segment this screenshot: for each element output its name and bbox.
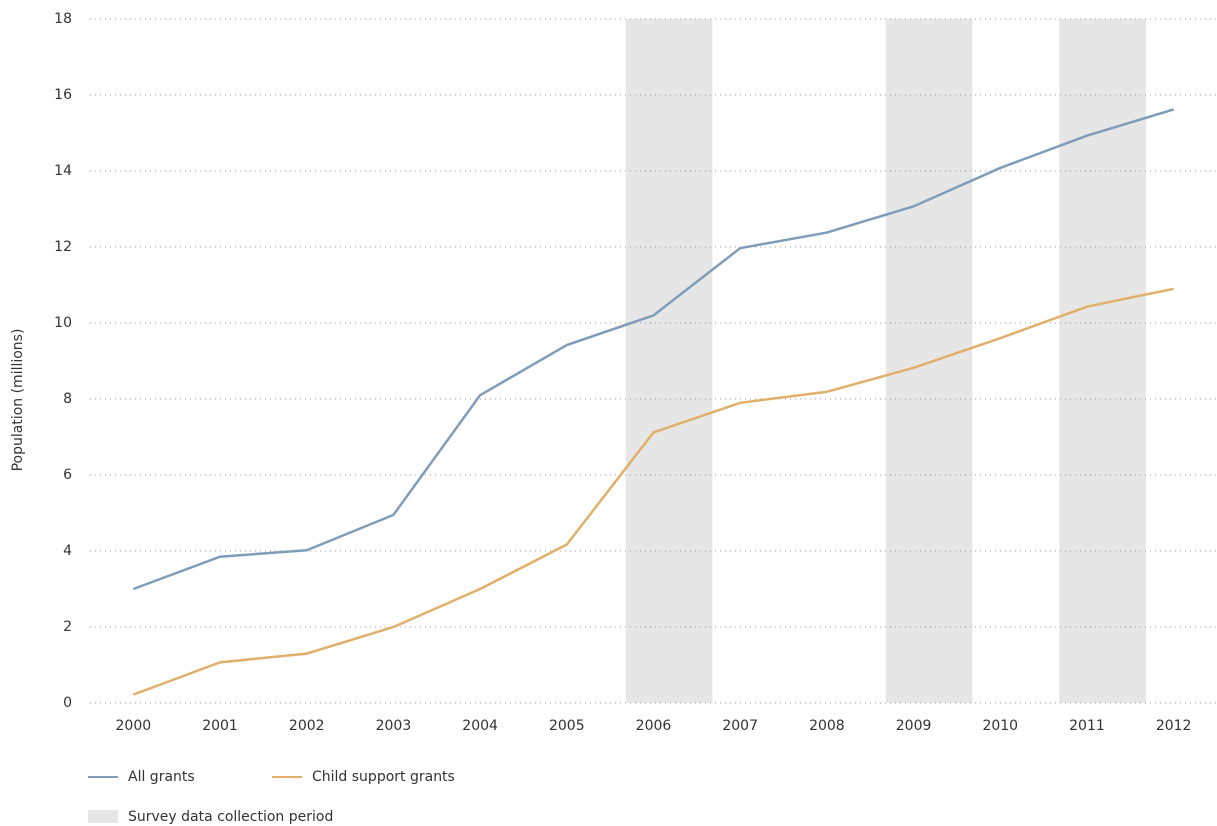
x-tick-label: 2005 [549, 718, 585, 734]
y-tick-label: 0 [63, 695, 72, 711]
shaded-region [625, 19, 713, 703]
x-tick-label: 2006 [636, 718, 672, 734]
series-line [132, 287, 1174, 696]
y-axis-label: Population (millions) [10, 329, 26, 472]
y-tick-label: 16 [54, 87, 72, 103]
x-tick-label: 2001 [202, 718, 238, 734]
x-tick-label: 2003 [376, 718, 412, 734]
x-tick-label: 2009 [896, 718, 932, 734]
y-tick-label: 8 [63, 391, 72, 407]
x-tick-label: 2008 [809, 718, 845, 734]
x-tick-label: 2011 [1069, 718, 1105, 734]
y-tick-label: 18 [54, 11, 72, 27]
x-tick-label: 2012 [1156, 718, 1192, 734]
y-tick-label: 4 [63, 543, 72, 559]
x-tick-label: 2007 [722, 718, 758, 734]
y-tick-label: 6 [63, 467, 72, 483]
x-tick-label: 2000 [116, 718, 152, 734]
legend-swatch [88, 810, 118, 823]
y-tick-label: 14 [54, 163, 72, 179]
y-tick-label: 12 [54, 239, 72, 255]
shaded-region [1059, 19, 1146, 703]
x-tick-label: 2004 [462, 718, 498, 734]
legend-label: Child support grants [312, 769, 455, 785]
legend-label: Survey data collection period [128, 809, 333, 825]
series-line [132, 108, 1175, 591]
y-tick-label: 2 [63, 619, 72, 635]
shaded-region [885, 19, 973, 703]
x-tick-label: 2002 [289, 718, 325, 734]
y-tick-label: 10 [54, 315, 72, 331]
legend-label: All grants [128, 769, 195, 785]
x-tick-label: 2010 [982, 718, 1018, 734]
